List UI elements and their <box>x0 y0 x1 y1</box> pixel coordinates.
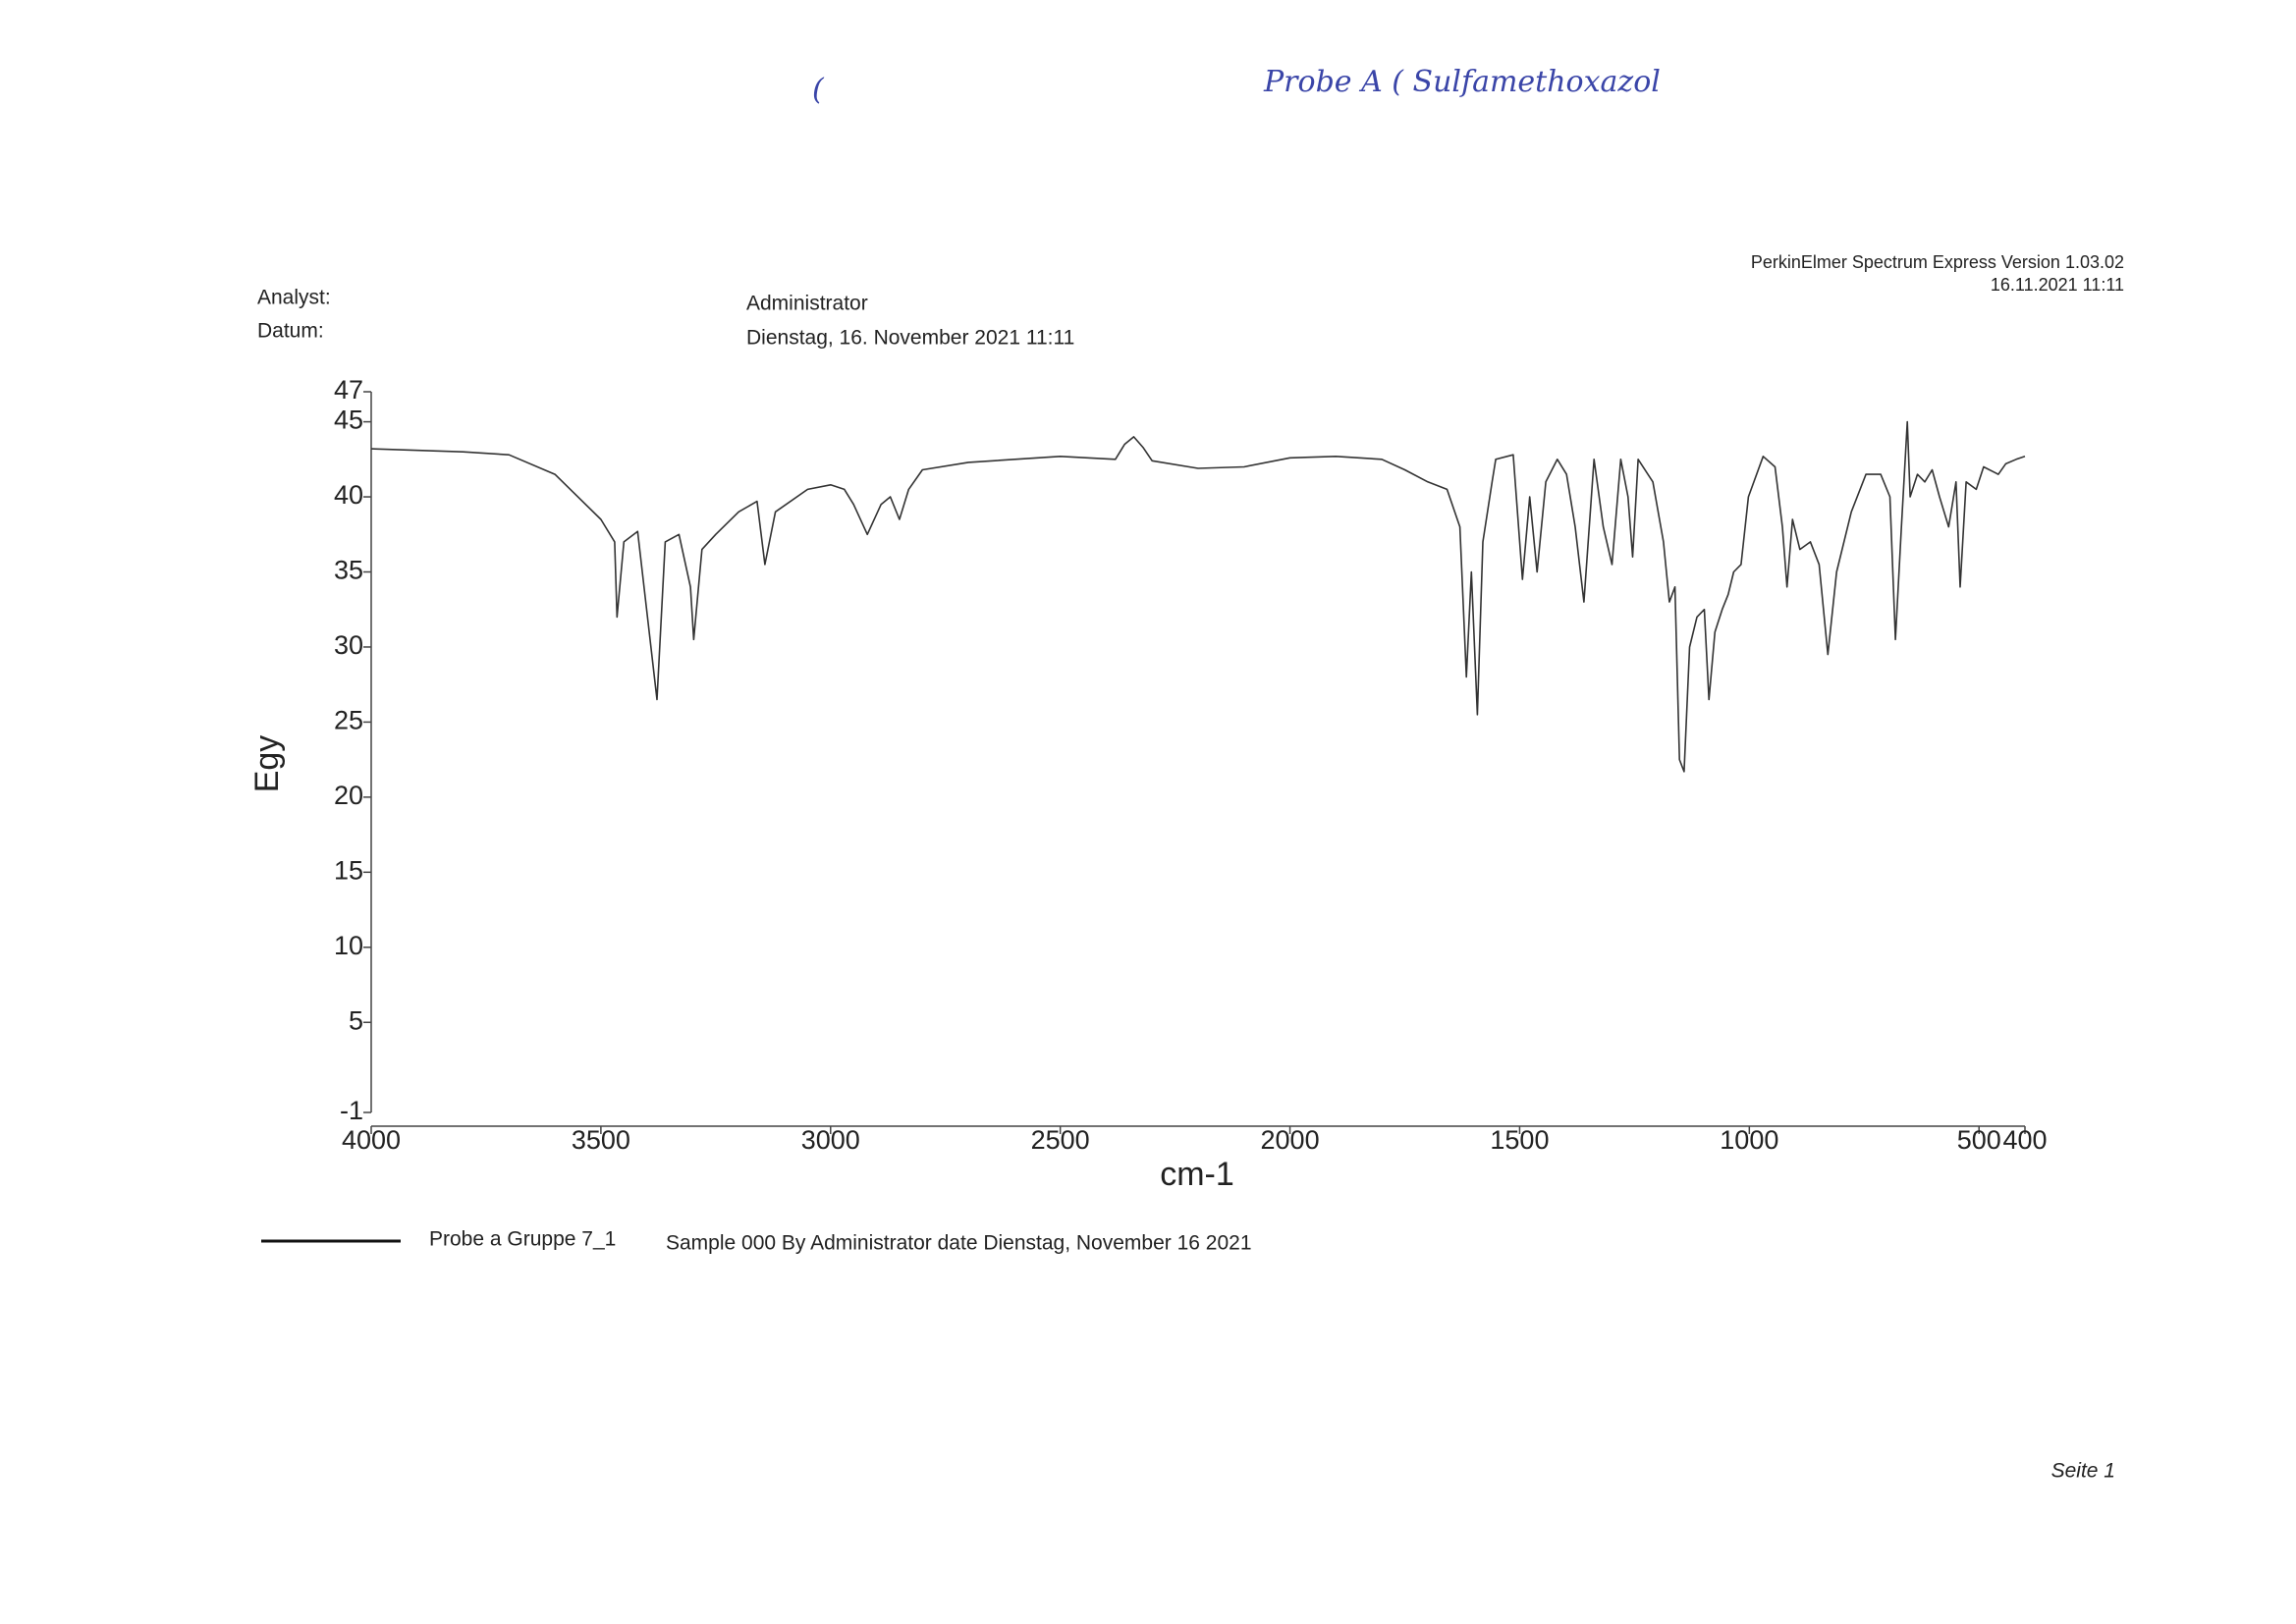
y-tick-label: 45 <box>334 406 363 435</box>
x-tick-label: 500 <box>1957 1125 2001 1155</box>
date-label: Datum: <box>257 320 324 343</box>
y-tick-label: 5 <box>349 1005 363 1035</box>
y-tick-label: -1 <box>340 1096 363 1125</box>
y-tick-label: 15 <box>334 855 363 885</box>
spectrum-line <box>370 420 2026 773</box>
x-tick-label: 4000 <box>342 1125 401 1155</box>
y-tick-label: 30 <box>334 630 363 660</box>
y-tick-label: 10 <box>334 931 363 960</box>
x-tick-label: 3000 <box>801 1125 860 1155</box>
x-tick-label: 2000 <box>1261 1125 1320 1155</box>
y-tick-label: 35 <box>334 556 363 585</box>
analyst: Administrator <box>746 293 868 315</box>
x-tick-label: 3500 <box>572 1125 630 1155</box>
y-tick-label: 25 <box>334 706 363 735</box>
y-axis-label: Egy <box>248 735 286 793</box>
x-tick-label: 1500 <box>1490 1125 1549 1155</box>
x-tick-label: 400 <box>2002 1125 2047 1155</box>
print-date: 16.11.2021 11:11 <box>1991 275 2124 295</box>
legend-description: Sample 000 By Administrator date Diensta… <box>666 1232 1252 1255</box>
y-tick-label: 40 <box>334 480 363 510</box>
x-axis-label: cm-1 <box>1160 1156 1234 1193</box>
handwritten-title: Probe A ( Sulfamethoxazol <box>1263 65 1661 99</box>
page-number: Seite 1 <box>2051 1460 2115 1483</box>
legend-label: Probe a Gruppe 7_1 <box>429 1228 616 1251</box>
y-tick-label: 47 <box>334 375 363 405</box>
software: PerkinElmer Spectrum Express Version 1.0… <box>1751 252 2124 272</box>
date: Dienstag, 16. November 2021 11:11 <box>746 327 1074 350</box>
handwritten-mark: ( <box>812 73 825 107</box>
x-tick-label: 2500 <box>1031 1125 1090 1155</box>
analyst-label: Analyst: <box>257 287 331 309</box>
y-tick-label: 20 <box>334 781 363 810</box>
x-tick-label: 1000 <box>1720 1125 1778 1155</box>
